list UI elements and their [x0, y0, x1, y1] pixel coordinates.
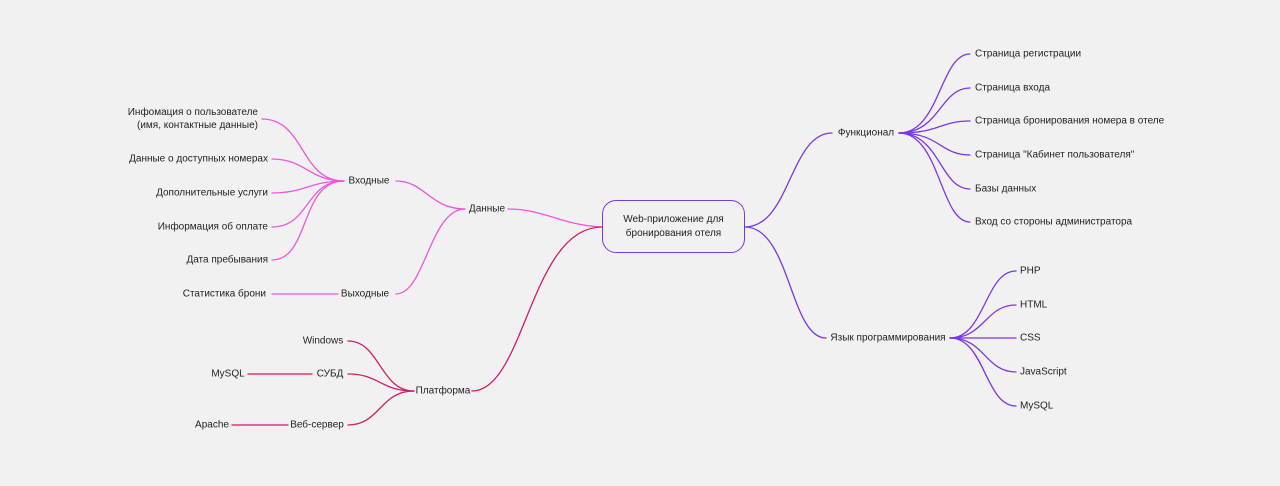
node-booking-stats[interactable]: Статистика брони: [182, 288, 266, 300]
node-windows[interactable]: Windows: [302, 335, 344, 347]
connector-input-1: [261, 118, 345, 182]
connector-lang-4: [949, 337, 1017, 373]
connector-platform-dbms: [347, 373, 415, 392]
node-lang-html[interactable]: HTML: [1020, 299, 1048, 311]
node-dbms[interactable]: СУБД: [316, 368, 344, 380]
node-data[interactable]: Данные: [468, 203, 506, 215]
node-user-info[interactable]: Инфомация о пользователе (имя, контактны…: [128, 106, 258, 132]
node-func-admin[interactable]: Вход со стороны администратора: [975, 216, 1133, 228]
node-apache[interactable]: Apache: [195, 419, 229, 431]
root-title-line-1: Web-приложение для: [623, 213, 724, 225]
node-available-rooms[interactable]: Данные о доступных номерах: [129, 153, 268, 165]
connector-lang-5: [949, 337, 1017, 407]
node-mysql-platform[interactable]: MySQL: [211, 368, 245, 380]
connector-func-3: [898, 120, 971, 134]
connector-func-2: [898, 87, 971, 134]
connector-input-2: [271, 158, 345, 182]
connector-root-platform: [471, 226, 603, 392]
connector-input-4: [271, 180, 345, 228]
connector-data-outputs: [395, 208, 466, 295]
node-user-info-line-2: (имя, контактные данные): [136, 120, 258, 131]
root-title-line-2: бронирования отеля: [625, 227, 722, 239]
connector-lang-2: [949, 304, 1017, 339]
connector-lang-1: [949, 270, 1017, 339]
connector-root-data: [507, 208, 603, 228]
node-lang-css[interactable]: CSS: [1020, 332, 1041, 344]
root-node[interactable]: Web-приложение для бронирования отеля: [602, 200, 745, 253]
node-platform[interactable]: Платформа: [415, 385, 471, 397]
connector-root-functionality: [744, 132, 833, 228]
node-lang-javascript[interactable]: JavaScript: [1020, 366, 1067, 378]
node-functionality[interactable]: Функционал: [837, 127, 895, 139]
connector-platform-webserver: [347, 390, 415, 426]
connector-data-inputs: [395, 180, 466, 210]
node-webserver[interactable]: Веб-сервер: [290, 419, 344, 431]
node-payment-info[interactable]: Информация об оплате: [157, 221, 268, 233]
node-lang-php[interactable]: PHP: [1020, 265, 1041, 277]
node-lang-mysql[interactable]: MySQL: [1020, 400, 1054, 412]
connector-func-6: [898, 132, 971, 223]
node-outputs[interactable]: Выходные: [340, 288, 390, 300]
connector-func-5: [898, 132, 971, 190]
node-func-cabinet[interactable]: Страница "Кабинет пользователя": [975, 149, 1135, 161]
node-func-booking[interactable]: Страница бронирования номера в отеле: [975, 115, 1165, 127]
node-user-info-line-1: Инфомация о пользователе: [127, 107, 258, 118]
node-func-registration[interactable]: Страница регистрации: [975, 48, 1082, 60]
connector-root-languages: [744, 226, 827, 339]
node-inputs[interactable]: Входные: [348, 175, 390, 187]
node-extra-services[interactable]: Дополнительные услуги: [156, 187, 268, 199]
connector-input-5: [271, 180, 345, 261]
connector-func-4: [898, 132, 971, 156]
connector-platform-windows: [347, 340, 415, 392]
node-func-databases[interactable]: Базы данных: [975, 183, 1037, 195]
node-languages[interactable]: Язык программирования: [830, 332, 946, 344]
node-stay-dates[interactable]: Дата пребывания: [186, 254, 268, 266]
connector-func-1: [898, 53, 971, 134]
node-func-login[interactable]: Страница входа: [975, 82, 1051, 94]
